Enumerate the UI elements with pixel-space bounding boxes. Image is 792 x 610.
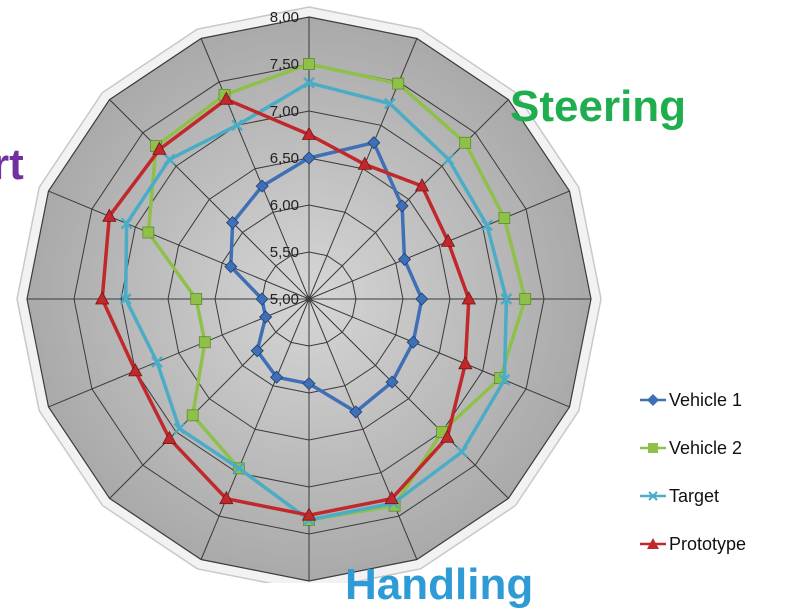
- data-point-vehicle-1-11: [259, 310, 273, 324]
- data-point-prototype-14: [152, 141, 167, 155]
- legend-label: Vehicle 2: [669, 437, 743, 458]
- data-point-vehicle-2-2: [459, 136, 472, 149]
- grid-spoke-7: [308, 298, 418, 560]
- category-label-handling: Handling: [345, 560, 534, 609]
- legend-marker-square-icon: [640, 443, 666, 453]
- data-point-prototype-7: [384, 490, 399, 505]
- tick-label-2: 6,00: [270, 197, 299, 214]
- data-point-target-12: [119, 293, 132, 305]
- data-point-target-13: [120, 217, 133, 230]
- legend-label: Target: [669, 485, 720, 506]
- data-point-prototype-11: [128, 363, 143, 377]
- grid-spoke-6: [308, 298, 509, 499]
- legend-label: Vehicle 1: [669, 389, 743, 410]
- data-point-prototype-15: [219, 91, 234, 105]
- legend-item-vehicle-1[interactable]: Vehicle 1: [640, 385, 746, 415]
- data-point-vehicle-1-6: [385, 375, 399, 389]
- data-point-vehicle-1-15: [255, 179, 269, 193]
- data-point-vehicle-1-8: [302, 377, 316, 391]
- data-point-vehicle-2-4: [519, 293, 532, 305]
- data-point-vehicle-2-3: [498, 212, 511, 225]
- data-point-prototype-9: [219, 490, 234, 505]
- radar-series: [95, 58, 532, 526]
- tick-label-5: 7,50: [270, 56, 299, 73]
- data-point-vehicle-1-5: [406, 335, 420, 349]
- tick-label-1: 5,50: [270, 244, 299, 261]
- data-point-vehicle-1-10: [250, 344, 264, 358]
- data-point-vehicle-1-7: [349, 405, 363, 419]
- data-point-vehicle-2-1: [392, 77, 405, 90]
- data-point-target-4: [500, 293, 513, 305]
- data-point-vehicle-1-14: [226, 216, 240, 230]
- grid-spoke-5: [308, 298, 570, 408]
- grid-spoke-10: [109, 298, 310, 499]
- tick-label-3: 6,50: [270, 150, 299, 167]
- data-point-target-15: [231, 119, 243, 132]
- data-point-prototype-2: [414, 178, 430, 192]
- series-prototype: [95, 91, 476, 521]
- data-point-vehicle-2-12: [190, 293, 203, 305]
- data-point-vehicle-1-0: [302, 151, 316, 165]
- legend-marker-triangle-icon: [640, 538, 666, 549]
- grid-spoke-3: [308, 190, 570, 300]
- data-point-vehicle-1-13: [224, 260, 238, 274]
- data-point-target-6: [456, 446, 468, 458]
- data-point-target-0: [303, 76, 315, 89]
- data-point-target-14: [163, 153, 176, 166]
- chart-legend: Vehicle 1 Vehicle 2 Target Prototype: [640, 385, 746, 577]
- data-point-vehicle-2-13: [142, 226, 155, 239]
- data-point-prototype-13: [102, 208, 117, 222]
- legend-item-target[interactable]: Target: [640, 481, 746, 511]
- legend-marker-diamond-icon: [640, 394, 666, 406]
- data-point-prototype-1: [357, 156, 372, 170]
- data-point-target-2: [442, 153, 455, 166]
- data-point-vehicle-2-11: [198, 336, 211, 349]
- data-point-vehicle-1-9: [270, 370, 284, 384]
- data-point-target-10: [173, 422, 186, 435]
- grid-spoke-14: [109, 99, 310, 300]
- grid-spoke-9: [200, 298, 310, 560]
- data-point-vehicle-1-4: [415, 292, 429, 306]
- series-vehicle-1: [224, 136, 429, 419]
- data-point-target-11: [151, 356, 163, 368]
- data-point-prototype-6: [440, 429, 455, 443]
- legend-item-vehicle-2[interactable]: Vehicle 2: [640, 433, 746, 463]
- legend-item-prototype[interactable]: Prototype: [640, 529, 746, 559]
- data-point-vehicle-1-3: [397, 252, 412, 266]
- data-point-target-3: [481, 219, 493, 232]
- data-point-prototype-4: [461, 291, 476, 305]
- data-point-prototype-12: [95, 291, 110, 305]
- data-point-vehicle-1-2: [395, 199, 409, 213]
- category-label-steering: Steering: [510, 82, 687, 131]
- legend-marker-cross-icon: [640, 491, 666, 501]
- data-point-vehicle-1-1: [367, 136, 381, 150]
- radar-tick-labels: 5,00 5,50 6,00 6,50 7,00 7,50 8,00: [270, 9, 299, 308]
- data-point-target-1: [384, 97, 396, 110]
- data-point-target-5: [498, 374, 511, 386]
- grid-spoke-13: [48, 190, 310, 300]
- data-point-vehicle-1-12: [255, 292, 269, 306]
- radar-chart: 5,00 5,50 6,00 6,50 7,00 7,50 8,00: [16, 6, 602, 583]
- data-point-prototype-3: [440, 233, 456, 247]
- tick-label-4: 7,00: [270, 103, 299, 120]
- legend-label: Prototype: [669, 533, 747, 554]
- grid-spoke-2: [308, 99, 509, 300]
- data-point-prototype-0: [301, 126, 317, 140]
- data-point-prototype-10: [162, 430, 177, 445]
- grid-spoke-15: [200, 38, 310, 300]
- data-point-vehicle-2-0: [303, 58, 315, 70]
- data-point-prototype-5: [458, 355, 473, 370]
- tick-label-6: 8,00: [270, 9, 299, 26]
- data-point-vehicle-2-10: [186, 409, 199, 422]
- category-label-comfort: rt: [0, 140, 24, 189]
- data-point-prototype-8: [301, 507, 317, 521]
- tick-label-0: 5,00: [270, 291, 299, 308]
- data-point-target-9: [233, 462, 245, 475]
